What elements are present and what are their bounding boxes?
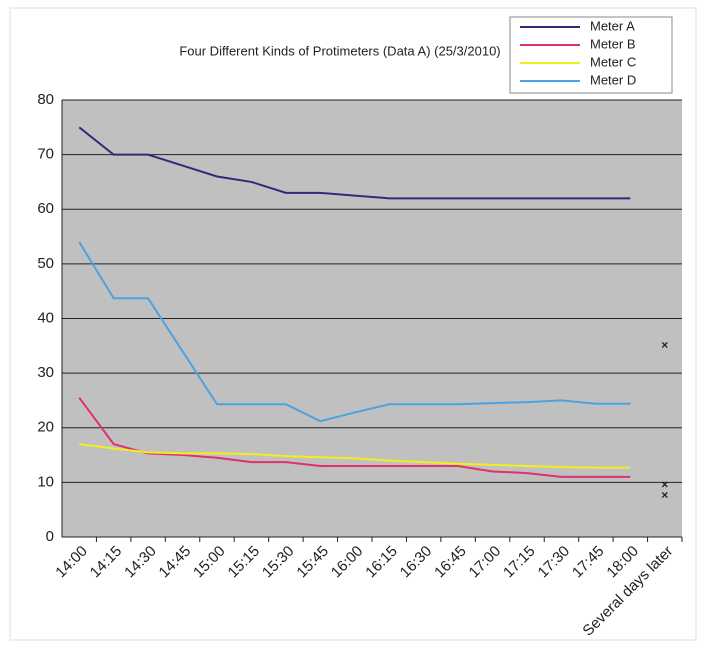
chart-title: Four Different Kinds of Protimeters (Dat… — [179, 43, 500, 58]
point-marker: × — [661, 477, 668, 491]
y-tick-label: 30 — [37, 364, 54, 381]
y-tick-label: 50 — [37, 255, 54, 272]
y-tick-label: 60 — [37, 200, 54, 217]
point-marker: × — [661, 338, 668, 352]
y-tick-label: 40 — [37, 309, 54, 326]
series-line — [78, 241, 631, 423]
legend-label: Meter A — [590, 18, 635, 33]
series-line — [78, 126, 631, 200]
y-tick-label: 20 — [37, 419, 54, 436]
legend-label: Meter D — [590, 72, 636, 87]
point-marker: × — [661, 488, 668, 502]
legend-label: Meter B — [590, 36, 636, 51]
series-line — [79, 443, 631, 469]
y-tick-label: 80 — [37, 91, 54, 108]
y-tick-label: 70 — [37, 146, 54, 163]
y-tick-label: 0 — [46, 528, 54, 545]
series-line — [78, 397, 631, 478]
legend-label: Meter C — [590, 54, 636, 69]
y-tick-label: 10 — [37, 473, 54, 490]
